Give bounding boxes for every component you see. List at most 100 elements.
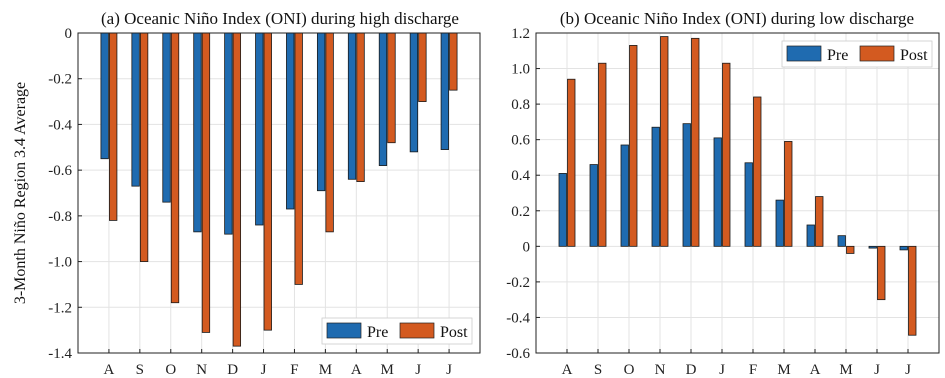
legend-label-pre: Pre bbox=[367, 324, 388, 341]
bar-pre-M bbox=[775, 199, 784, 247]
bar-pre-D bbox=[224, 32, 233, 235]
x-tick-label: M bbox=[381, 362, 394, 378]
bar-post-M bbox=[325, 32, 334, 233]
y-tick-label: 0.6 bbox=[511, 133, 530, 149]
chart-panel-high-discharge: (a) Oceanic Niño Index (ONI) during high… bbox=[48, 9, 481, 378]
chart-title: (b) Oceanic Niño Index (ONI) during low … bbox=[560, 9, 914, 28]
x-tick-label: M bbox=[319, 362, 332, 378]
bar-post-F bbox=[294, 32, 303, 285]
bar-pre-N bbox=[193, 32, 202, 233]
bar-pre-D bbox=[682, 123, 691, 247]
x-tick-label: J bbox=[719, 362, 725, 378]
y-tick-label: -0.2 bbox=[48, 72, 72, 88]
x-tick-label: S bbox=[136, 362, 144, 378]
bar-post-J bbox=[263, 32, 272, 331]
bars bbox=[558, 36, 917, 336]
legend: Pre Post bbox=[321, 317, 473, 345]
legend-swatch-post bbox=[859, 45, 895, 62]
legend-label-post: Post bbox=[900, 47, 928, 64]
bar-pre-O bbox=[162, 32, 171, 203]
y-tick-label: 1.0 bbox=[511, 62, 530, 78]
bar-post-D bbox=[232, 32, 242, 347]
x-tick-label: N bbox=[655, 362, 666, 378]
x-tick-label: M bbox=[777, 362, 790, 378]
x-tick-label: J bbox=[415, 362, 421, 378]
y-tick-label: 0.4 bbox=[511, 168, 530, 184]
legend-label-pre: Pre bbox=[827, 47, 848, 64]
bar-post-M bbox=[784, 141, 793, 247]
plot-frame bbox=[77, 32, 481, 354]
bar-post-J bbox=[908, 245, 917, 336]
x-tick-label: F bbox=[290, 362, 298, 378]
bar-pre-A bbox=[347, 32, 357, 180]
bar-pre-A bbox=[806, 224, 815, 247]
tick-labels: 0 -0.2 -0.4 -0.6 -0.8 -1.0 -1.2 -1.4 A S O N D J F M A M J… bbox=[48, 26, 452, 378]
y-tick-label: -1.4 bbox=[48, 346, 72, 362]
y-tick-label: -0.4 bbox=[506, 310, 530, 326]
bar-post-J bbox=[418, 32, 427, 102]
bar-pre-J bbox=[255, 32, 264, 226]
bar-pre-J bbox=[409, 32, 419, 153]
bar-pre-M bbox=[837, 235, 846, 247]
bar-post-J bbox=[877, 245, 886, 301]
bar-pre-A bbox=[100, 32, 109, 160]
x-tick-label: A bbox=[104, 362, 115, 378]
bar-pre-M bbox=[316, 32, 326, 192]
x-tick-label: S bbox=[594, 362, 602, 378]
x-tick-label: M bbox=[839, 362, 852, 378]
bar-pre-J bbox=[899, 245, 908, 251]
bar-post-M bbox=[387, 32, 396, 144]
bar-post-A bbox=[815, 196, 824, 247]
bar-post-J bbox=[722, 62, 731, 247]
y-tick-label: -1.0 bbox=[48, 255, 72, 271]
x-tick-label: O bbox=[624, 362, 635, 378]
bar-post-S bbox=[598, 62, 607, 247]
bar-pre-J bbox=[440, 32, 449, 150]
bar-pre-N bbox=[651, 126, 660, 247]
bar-post-S bbox=[139, 32, 149, 262]
x-tick-label: A bbox=[562, 362, 573, 378]
x-tick-label: A bbox=[351, 362, 362, 378]
x-tick-label: J bbox=[446, 362, 452, 378]
bar-pre-O bbox=[620, 144, 629, 247]
x-tick-label: J bbox=[261, 362, 267, 378]
bar-post-J bbox=[449, 32, 458, 91]
bar-post-A bbox=[567, 78, 576, 247]
bar-post-O bbox=[170, 32, 180, 304]
legend: Pre Post bbox=[781, 40, 933, 68]
y-tick-label: 1.2 bbox=[511, 26, 530, 42]
y-tick-label: 0 bbox=[65, 26, 73, 42]
bar-pre-S bbox=[131, 32, 140, 187]
bar-pre-S bbox=[589, 164, 598, 247]
y-tick-label: -0.8 bbox=[48, 209, 72, 225]
y-tick-label: 0 bbox=[523, 239, 531, 255]
y-tick-label: -0.6 bbox=[506, 346, 530, 362]
legend-swatch-pre bbox=[786, 45, 822, 62]
x-tick-label: A bbox=[810, 362, 821, 378]
bar-post-O bbox=[629, 45, 638, 247]
legend-label-post: Post bbox=[440, 324, 468, 341]
y-tick-label: -0.4 bbox=[48, 117, 72, 133]
chart-panel-low-discharge: (b) Oceanic Niño Index (ONI) during low … bbox=[506, 9, 940, 378]
bar-pre-F bbox=[286, 32, 295, 210]
chart-title: (a) Oceanic Niño Index (ONI) during high… bbox=[101, 9, 459, 28]
y-tick-label: -0.6 bbox=[48, 163, 72, 179]
y-tick-label: 0.8 bbox=[511, 97, 530, 113]
y-tick-label: -0.2 bbox=[506, 275, 530, 291]
x-tick-label: D bbox=[686, 362, 697, 378]
bar-pre-M bbox=[378, 32, 388, 166]
bar-post-M bbox=[846, 245, 855, 254]
bar-pre-J bbox=[868, 245, 877, 249]
x-tick-label: N bbox=[196, 362, 207, 378]
bar-pre-J bbox=[713, 137, 722, 247]
bar-post-N bbox=[660, 36, 669, 247]
y-tick-label: 0.2 bbox=[511, 204, 530, 220]
legend-swatch-pre bbox=[326, 322, 362, 339]
x-tick-label: J bbox=[874, 362, 880, 378]
bar-post-A bbox=[109, 32, 118, 221]
y-tick-label: -1.2 bbox=[48, 300, 72, 316]
y-axis-label: 3-Month Niño Region 3.4 Average bbox=[12, 82, 29, 304]
x-tick-label: D bbox=[227, 362, 238, 378]
bar-post-N bbox=[201, 32, 211, 333]
